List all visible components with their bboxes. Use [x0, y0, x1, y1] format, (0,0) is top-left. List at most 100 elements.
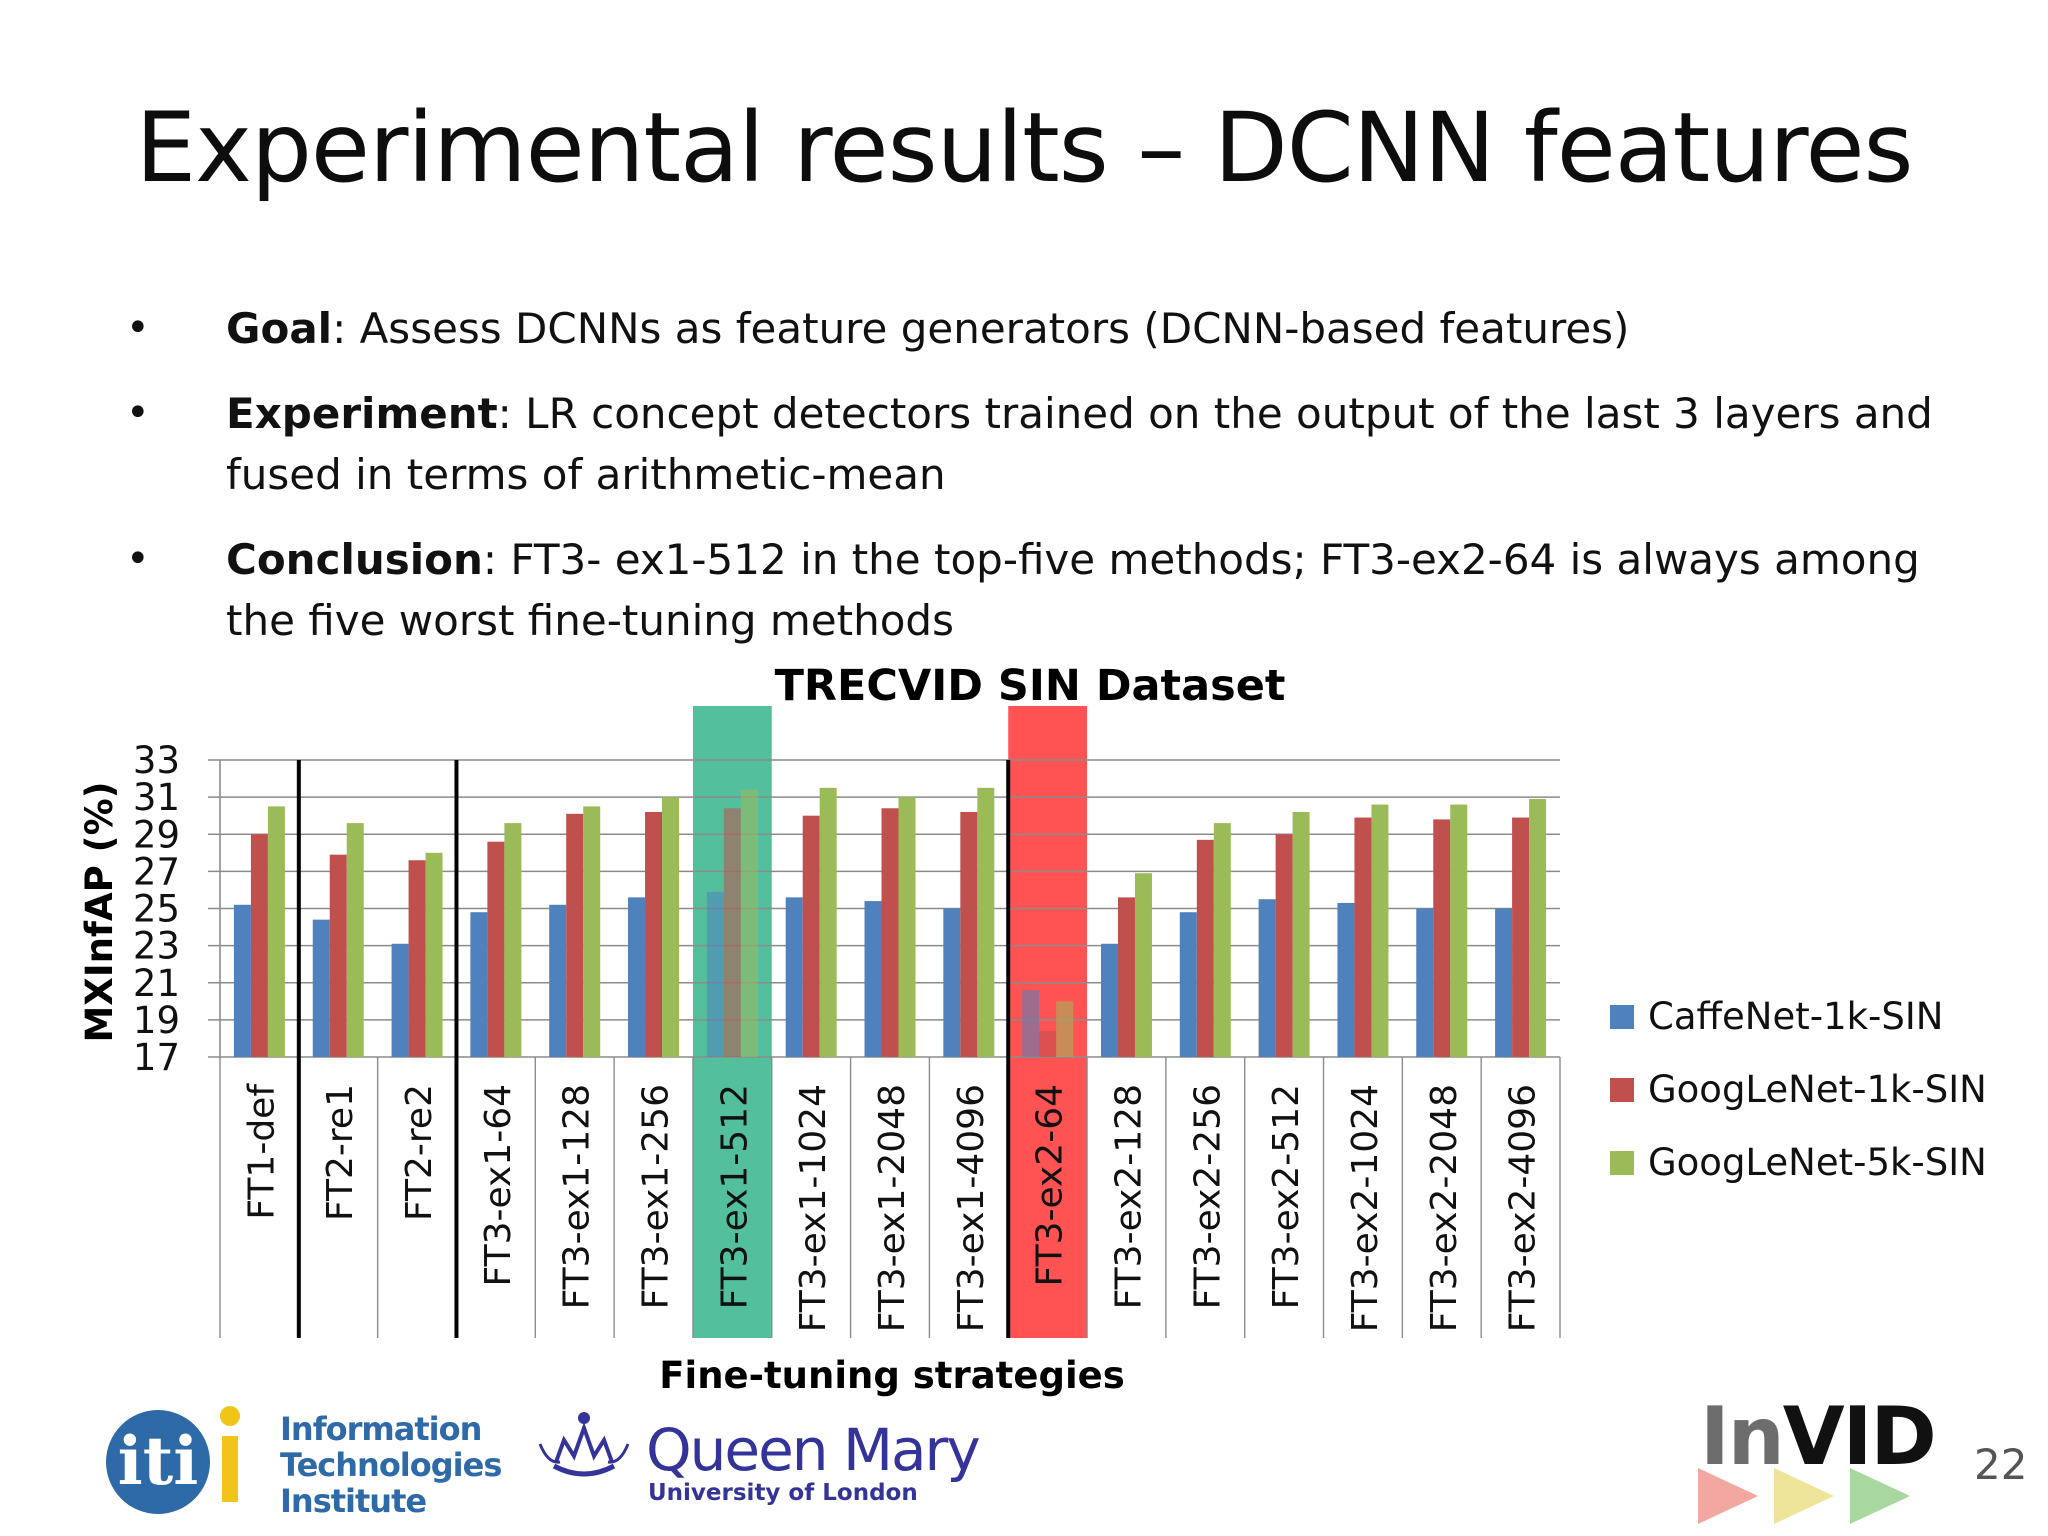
x-tick-label: FT3-ex1-1024 — [793, 1084, 834, 1332]
y-tick-label: 25 — [133, 888, 180, 931]
bar-googlenet1k — [881, 808, 899, 1057]
bar-googlenet5k — [267, 806, 285, 1057]
bar-googlenet1k — [1275, 834, 1293, 1057]
bar-googlenet5k — [1134, 873, 1152, 1057]
bar-caffenet — [1258, 899, 1276, 1057]
bar-googlenet1k — [1354, 817, 1372, 1057]
legend-item-googlenet5k: GoogLeNet-5k-SIN — [1610, 1126, 1987, 1199]
bar-googlenet1k — [960, 811, 978, 1057]
x-tick-label: FT3-ex1-128 — [557, 1084, 598, 1309]
invid-logo: InVID — [1700, 1390, 1937, 1483]
bar-chart: TRECVID SIN Dataset Fine-tuning strategi… — [78, 661, 1561, 1397]
bullet-conclusion: • Conclusion: FT3- ex1-512 in the top-fi… — [110, 529, 1960, 651]
bar-caffenet — [628, 897, 646, 1057]
x-tick-label: FT3-ex1-512 — [714, 1084, 755, 1309]
y-tick-label: 29 — [133, 813, 180, 856]
bar-caffenet — [1495, 908, 1513, 1057]
bar-googlenet1k — [645, 811, 663, 1057]
bar-caffenet — [785, 897, 803, 1057]
bar-caffenet — [1022, 990, 1040, 1057]
bar-googlenet5k — [425, 852, 443, 1057]
x-tick-label: FT3-ex2-1024 — [1345, 1084, 1386, 1332]
bar-caffenet — [943, 908, 961, 1057]
y-tick-label: 33 — [133, 739, 180, 782]
y-tick-label: 17 — [133, 1036, 180, 1079]
bullet-goal: • Goal: Assess DCNNs as feature generato… — [110, 298, 1960, 359]
legend-swatch-googlenet5k — [1610, 1150, 1634, 1175]
legend-label-caffenet: CaffeNet-1k-SIN — [1648, 995, 1944, 1038]
x-tick-label: FT3-ex1-2048 — [872, 1084, 913, 1332]
bar-caffenet — [470, 912, 488, 1057]
bullet-goal-label: Goal — [226, 304, 333, 353]
x-tick-label: FT3-ex2-256 — [1187, 1084, 1228, 1309]
bar-caffenet — [312, 919, 330, 1057]
bullet-dot: • — [126, 390, 150, 436]
bar-googlenet5k — [1371, 804, 1389, 1057]
bar-googlenet1k — [723, 808, 741, 1057]
bar-googlenet1k — [1196, 839, 1214, 1057]
bar-googlenet1k — [802, 815, 820, 1057]
iti-logo: iti — [106, 1406, 240, 1514]
y-tick-label: 21 — [133, 962, 180, 1005]
page-number: 22 — [1974, 1440, 2028, 1489]
bar-caffenet — [233, 904, 251, 1057]
slide-title: Experimental results – DCNN features — [135, 92, 1913, 204]
bar-caffenet — [706, 891, 724, 1057]
y-tick-label: 19 — [133, 999, 180, 1042]
y-axis-title: MXInfAP (%) — [78, 781, 121, 1042]
y-tick-label: 27 — [133, 850, 180, 893]
bar-googlenet5k — [898, 797, 916, 1057]
bar-googlenet5k — [740, 789, 758, 1057]
bar-googlenet1k — [250, 834, 268, 1057]
queen-mary-crest — [538, 1412, 630, 1477]
bar-googlenet1k — [1039, 1031, 1057, 1057]
bar-googlenet5k — [977, 787, 995, 1057]
bar-googlenet5k — [1450, 804, 1468, 1057]
legend: CaffeNet-1k-SIN GoogLeNet-1k-SIN GoogLeN… — [1610, 980, 1987, 1199]
bullet-experiment: • Experiment: LR concept detectors train… — [110, 383, 1960, 505]
iti-line-2: Technologies — [280, 1446, 502, 1484]
bar-googlenet5k — [504, 823, 522, 1057]
queen-mary-name: Queen Mary — [646, 1416, 981, 1484]
x-tick-label: FT3-ex1-4096 — [951, 1084, 992, 1332]
legend-swatch-caffenet — [1610, 1004, 1634, 1029]
x-tick-label: FT2-re2 — [399, 1084, 440, 1221]
legend-item-googlenet1k: GoogLeNet-1k-SIN — [1610, 1053, 1987, 1126]
bar-googlenet5k — [1056, 1001, 1074, 1057]
bar-googlenet1k — [329, 854, 347, 1057]
highlight-bad-band — [1008, 706, 1088, 1338]
bar-googlenet1k — [487, 841, 505, 1057]
bar-googlenet5k — [1292, 811, 1310, 1057]
invid-logo-vid: VID — [1782, 1390, 1937, 1483]
chart-title: TRECVID SIN Dataset — [775, 661, 1286, 711]
bar-googlenet5k — [346, 823, 364, 1057]
x-tick-label: FT3-ex1-256 — [636, 1084, 677, 1309]
bar-googlenet5k — [819, 787, 837, 1057]
x-tick-label: FT3-ex2-64 — [1030, 1084, 1071, 1286]
bar-googlenet1k — [1117, 897, 1135, 1057]
bar-googlenet5k — [662, 797, 680, 1057]
bar-googlenet1k — [1512, 817, 1530, 1057]
legend-swatch-googlenet1k — [1610, 1077, 1634, 1102]
bar-googlenet1k — [1433, 819, 1451, 1057]
y-tick-label: 31 — [133, 776, 180, 819]
separator-lines — [296, 760, 1011, 1338]
iti-line-3: Institute — [280, 1482, 427, 1520]
bullet-experiment-label: Experiment — [226, 389, 498, 438]
bar-googlenet1k — [566, 813, 584, 1057]
bar-googlenet5k — [1529, 798, 1547, 1057]
x-tick-label: FT3-ex2-512 — [1266, 1084, 1307, 1309]
iti-line-1: Information — [280, 1410, 482, 1448]
bar-caffenet — [1100, 943, 1118, 1057]
bar-googlenet1k — [408, 860, 426, 1057]
legend-label-googlenet1k: GoogLeNet-1k-SIN — [1648, 1068, 1987, 1111]
legend-label-googlenet5k: GoogLeNet-5k-SIN — [1648, 1141, 1987, 1184]
x-tick-label: FT3-ex2-4096 — [1503, 1084, 1544, 1332]
queen-mary-subtitle: University of London — [648, 1480, 918, 1506]
bar-caffenet — [1416, 908, 1434, 1057]
bar-caffenet — [1179, 912, 1197, 1057]
bar-caffenet — [549, 904, 567, 1057]
bullet-conclusion-text: : FT3- ex1-512 in the top-five methods; … — [226, 535, 1920, 645]
invid-logo-in: In — [1700, 1390, 1785, 1483]
